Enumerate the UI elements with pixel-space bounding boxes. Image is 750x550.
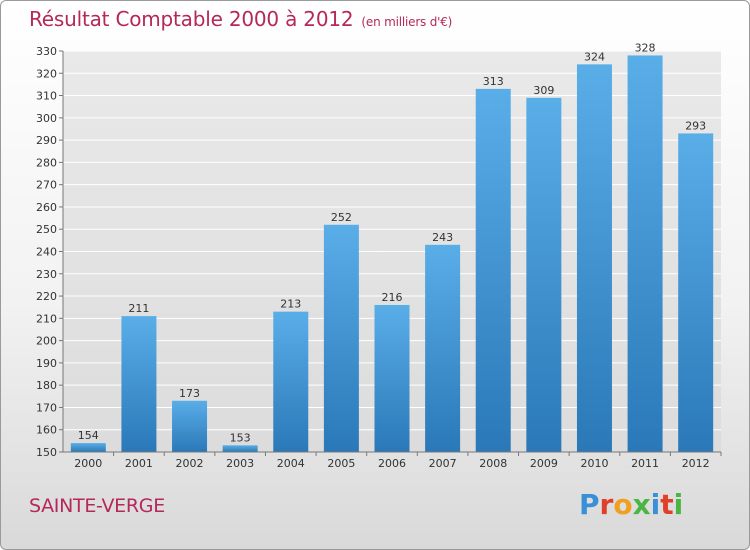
x-tick-label: 2012 xyxy=(682,457,710,470)
y-tick-label: 300 xyxy=(36,112,57,125)
chart-title: Résultat Comptable 2000 à 2012 (en millie… xyxy=(29,7,452,31)
logo-letter: i xyxy=(673,488,684,521)
bar-2005 xyxy=(323,224,359,452)
bar-2002 xyxy=(172,400,208,452)
logo-letter: i xyxy=(650,488,661,521)
chart-subtitle: (en milliers d'€) xyxy=(361,15,453,29)
bar-2004 xyxy=(273,311,309,452)
x-tick-label: 2008 xyxy=(479,457,507,470)
y-tick-label: 150 xyxy=(36,446,57,459)
x-tick-label: 2002 xyxy=(176,457,204,470)
y-tick-label: 260 xyxy=(36,201,57,214)
data-label: 211 xyxy=(128,302,149,315)
y-tick-label: 280 xyxy=(36,156,57,169)
y-tick-label: 160 xyxy=(36,424,57,437)
bar-2007 xyxy=(425,244,461,452)
y-tick-label: 200 xyxy=(36,335,57,348)
bar-2001 xyxy=(121,316,157,452)
data-label: 313 xyxy=(483,75,504,88)
y-tick-label: 310 xyxy=(36,90,57,103)
x-tick-label: 2010 xyxy=(580,457,608,470)
bar-2003 xyxy=(222,445,258,452)
bar-2009 xyxy=(526,97,562,453)
data-label: 154 xyxy=(78,429,99,442)
y-tick-label: 290 xyxy=(36,134,57,147)
x-tick-label: 2004 xyxy=(277,457,305,470)
y-tick-label: 330 xyxy=(36,45,57,58)
x-tick-label: 2001 xyxy=(125,457,153,470)
y-tick-label: 220 xyxy=(36,290,57,303)
bars xyxy=(70,55,714,453)
bar-2010 xyxy=(576,64,612,452)
x-tick-label: 2000 xyxy=(74,457,102,470)
chart-title-text: Résultat Comptable 2000 à 2012 xyxy=(29,7,354,31)
y-tick-label: 190 xyxy=(36,357,57,370)
x-tick-label: 2005 xyxy=(327,457,355,470)
x-axis: 2000 2001 2002 2003 2004 2005 2006 2007 2008 2009… xyxy=(63,451,722,470)
y-axis: 150 160 170 180 190 200 210 220 230 240 250 260 270 2… xyxy=(36,45,64,459)
data-labels: 154 211 173 153 213 252 216 243 313 309 324 328 293 xyxy=(78,41,706,444)
x-tick-label: 2006 xyxy=(378,457,406,470)
data-label: 252 xyxy=(331,211,352,224)
data-label: 309 xyxy=(533,84,554,97)
data-label: 153 xyxy=(230,431,251,444)
x-tick-label: 2003 xyxy=(226,457,254,470)
proxiti-logo[interactable]: Proxiti xyxy=(579,488,683,521)
data-label: 243 xyxy=(432,231,453,244)
logo-letter: o xyxy=(613,488,633,521)
y-tick-label: 270 xyxy=(36,179,57,192)
y-tick-label: 250 xyxy=(36,223,57,236)
data-label: 328 xyxy=(635,41,656,54)
y-tick-label: 170 xyxy=(36,401,57,414)
data-label: 324 xyxy=(584,50,605,63)
logo-letter: r xyxy=(599,488,614,521)
x-tick-label: 2011 xyxy=(631,457,659,470)
logo-letter: P xyxy=(579,488,600,521)
logo-letter: x xyxy=(632,488,651,521)
y-tick-label: 240 xyxy=(36,246,57,259)
place-name: SAINTE-VERGE xyxy=(29,495,165,517)
x-tick-label: 2007 xyxy=(429,457,457,470)
y-tick-label: 180 xyxy=(36,379,57,392)
y-tick-label: 230 xyxy=(36,268,57,281)
x-tick-label: 2009 xyxy=(530,457,558,470)
bar-2011 xyxy=(627,55,663,452)
bar-2008 xyxy=(475,88,511,452)
data-label: 213 xyxy=(280,298,301,311)
data-label: 293 xyxy=(685,119,706,132)
y-tick-label: 320 xyxy=(36,67,57,80)
bar-2012 xyxy=(678,133,714,452)
data-label: 173 xyxy=(179,387,200,400)
y-tick-label: 210 xyxy=(36,312,57,325)
logo-letter: t xyxy=(660,488,674,521)
bar-2000 xyxy=(70,443,106,452)
bar-2006 xyxy=(374,304,410,452)
data-label: 216 xyxy=(382,291,403,304)
